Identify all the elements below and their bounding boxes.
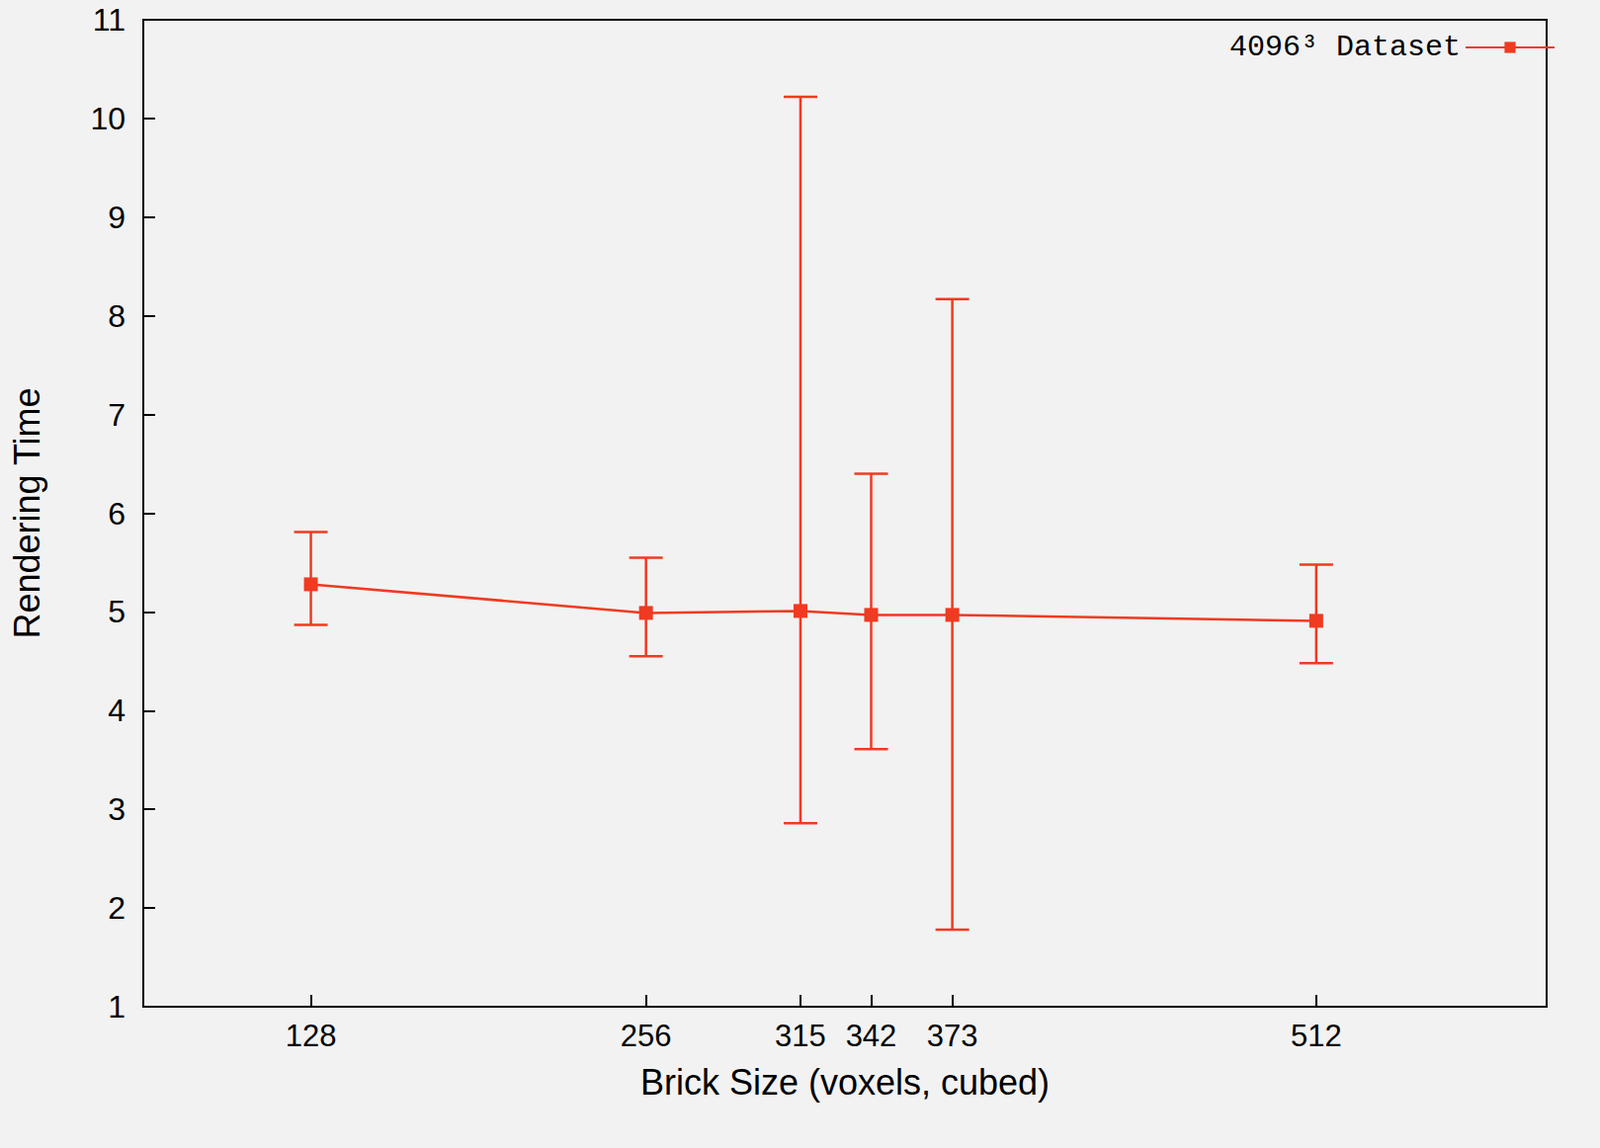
svg-text:1: 1	[107, 989, 126, 1025]
svg-text:8: 8	[107, 298, 126, 335]
svg-text:4: 4	[107, 692, 126, 729]
svg-text:5: 5	[107, 593, 126, 630]
svg-text:10: 10	[89, 100, 126, 137]
svg-text:512: 512	[1290, 1018, 1343, 1054]
svg-text:342: 342	[845, 1018, 898, 1054]
svg-text:Brick Size (voxels, cubed): Brick Size (voxels, cubed)	[640, 1062, 1050, 1103]
svg-text:2: 2	[107, 890, 126, 927]
svg-text:256: 256	[620, 1018, 673, 1054]
svg-text:373: 373	[926, 1018, 979, 1054]
svg-text:Rendering Time: Rendering Time	[6, 387, 48, 639]
svg-text:11: 11	[92, 1, 126, 38]
svg-text:3: 3	[107, 791, 126, 828]
svg-text:128: 128	[285, 1018, 337, 1054]
svg-text:6: 6	[107, 496, 126, 532]
svg-text:9: 9	[107, 199, 126, 236]
svg-text:7: 7	[107, 397, 126, 433]
svg-text:4096³ Dataset: 4096³ Dataset	[1229, 30, 1461, 65]
svg-text:315: 315	[774, 1018, 827, 1054]
